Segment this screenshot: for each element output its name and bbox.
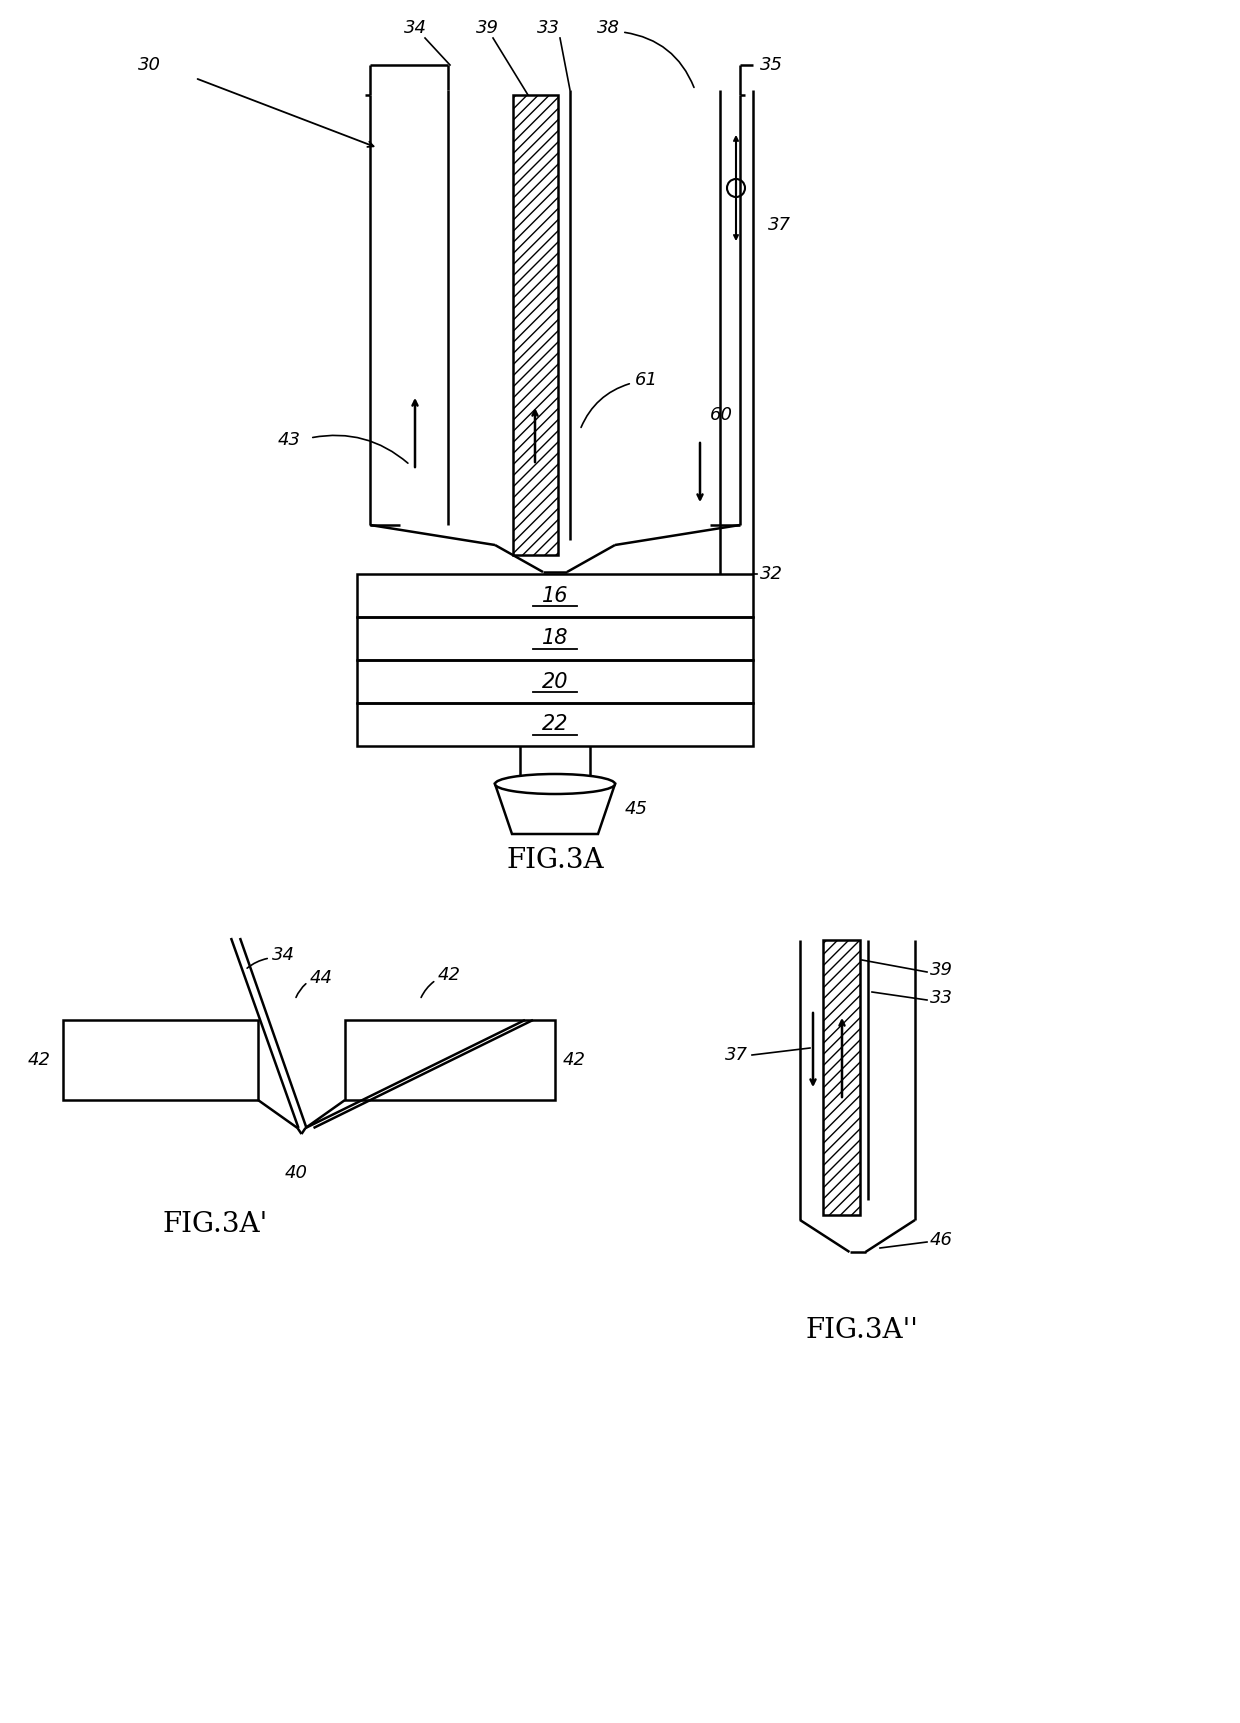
Text: 39: 39	[475, 19, 498, 36]
Text: 34: 34	[272, 946, 295, 963]
Bar	[823, 941, 861, 1215]
Text: 33: 33	[930, 989, 954, 1006]
Text: 38: 38	[596, 19, 620, 36]
Text: 40: 40	[285, 1165, 308, 1182]
Text: 42: 42	[563, 1051, 587, 1068]
Text: 45: 45	[625, 799, 649, 818]
Text: 32: 32	[760, 565, 782, 582]
Text: 16: 16	[542, 586, 568, 605]
Bar	[63, 1020, 258, 1099]
Text: 61: 61	[635, 370, 658, 389]
Bar	[357, 660, 753, 703]
Text: FIG.3A': FIG.3A'	[162, 1211, 268, 1239]
Text: 43: 43	[278, 431, 301, 450]
Text: 30: 30	[138, 57, 161, 74]
Text: FIG.3A'': FIG.3A''	[806, 1316, 919, 1344]
Bar	[357, 703, 753, 746]
Text: 22: 22	[542, 715, 568, 734]
Text: 18: 18	[542, 629, 568, 648]
Bar	[357, 617, 753, 660]
Text: 46: 46	[930, 1230, 954, 1249]
Text: 42: 42	[29, 1051, 51, 1068]
Text: 35: 35	[760, 57, 782, 74]
Text: 37: 37	[725, 1046, 748, 1065]
Bar	[357, 574, 753, 617]
Bar	[513, 95, 558, 555]
Bar	[345, 1020, 556, 1099]
Text: 42: 42	[438, 967, 461, 984]
Text: 60: 60	[711, 407, 733, 424]
Text: 44: 44	[310, 968, 334, 987]
Text: 34: 34	[403, 19, 427, 36]
Text: 39: 39	[930, 961, 954, 979]
Text: FIG.3A: FIG.3A	[506, 846, 604, 874]
Text: 20: 20	[542, 672, 568, 691]
Text: 33: 33	[537, 19, 559, 36]
Ellipse shape	[495, 774, 615, 794]
Text: 37: 37	[768, 215, 791, 234]
